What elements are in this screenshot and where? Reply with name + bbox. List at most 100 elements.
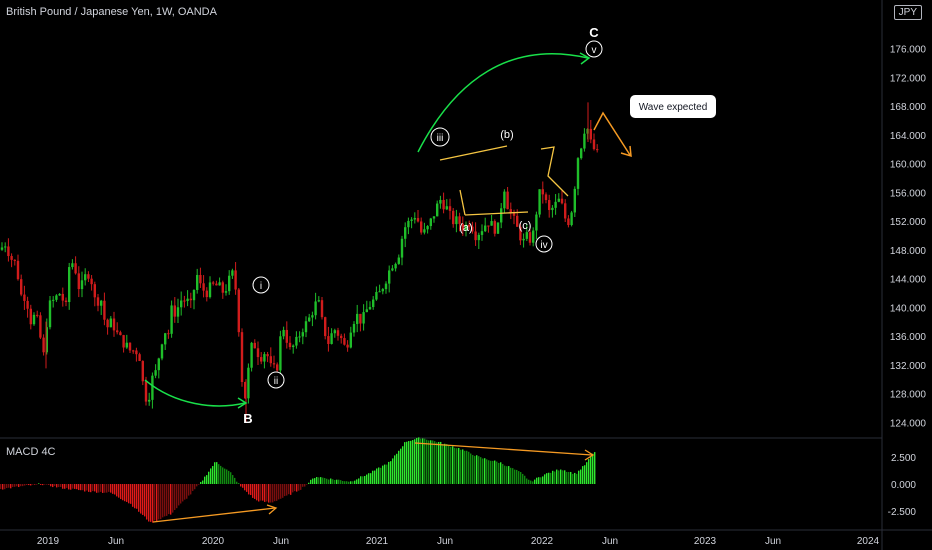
macd-divergence-top (414, 442, 593, 456)
macd-bar (462, 449, 464, 484)
macd-bar (362, 476, 364, 484)
macd-bar (92, 484, 94, 492)
macd-bar (292, 484, 294, 493)
macd-bar (86, 484, 88, 491)
macd-bar (152, 484, 154, 523)
candle-body (410, 219, 413, 221)
label-iv-circle (535, 235, 553, 253)
macd-bar (380, 467, 382, 484)
macd-bar (584, 465, 586, 484)
macd-bar (298, 484, 300, 491)
candle-body (375, 292, 378, 300)
macd-bar (500, 462, 502, 484)
macd-bar (32, 484, 34, 485)
macd-bar (78, 484, 80, 491)
macd-bar (586, 462, 588, 484)
label-C: C (589, 25, 599, 40)
candle-body (164, 333, 167, 345)
candle-body (272, 363, 276, 365)
macd-bar (396, 453, 398, 484)
macd-bar (240, 484, 242, 487)
macd-bar (60, 484, 62, 487)
macd-bar (8, 484, 10, 488)
candle-body (320, 300, 324, 318)
candle-body (525, 232, 528, 239)
candle-body (436, 203, 439, 217)
macd-bar (518, 471, 520, 484)
candle-body (336, 330, 340, 336)
macd-bar (192, 484, 194, 491)
label-B: B (243, 411, 252, 426)
macd-bar (464, 450, 466, 484)
macd-bar (342, 480, 344, 484)
macd-bar (90, 484, 92, 493)
candle-body (93, 284, 96, 298)
macd-bar (256, 484, 258, 501)
macd-bar (238, 483, 240, 484)
macd-bar (172, 484, 174, 513)
macd-bar (120, 484, 122, 500)
candle-body (16, 260, 20, 280)
candle-body (231, 270, 234, 276)
candle-body (484, 225, 487, 232)
macd-bar (392, 458, 394, 484)
macd-bar (310, 479, 312, 484)
candle-body (477, 234, 480, 241)
macd-bar (386, 464, 388, 484)
macd-bar (274, 484, 276, 502)
macd-bar (168, 484, 170, 515)
macd-bar (440, 441, 442, 484)
candle-body (448, 206, 452, 211)
candle-body (324, 317, 327, 337)
candle-body (100, 300, 103, 306)
candle-body (439, 199, 442, 204)
macd-bar (208, 471, 210, 484)
macd-bar (460, 449, 462, 484)
macd-bar (132, 484, 134, 507)
macd-bar (506, 466, 508, 484)
macd-bar (370, 473, 372, 484)
macd-bar (38, 483, 40, 484)
macd-tick-label: -2.500 (888, 507, 917, 518)
macd-bar (514, 469, 516, 484)
macd-bar (498, 462, 500, 484)
candle-body (180, 300, 183, 308)
candle-body (0, 247, 4, 250)
macd-bar (144, 484, 146, 517)
macd-bar (218, 464, 220, 484)
candle-body (317, 300, 320, 302)
candle-body (71, 263, 74, 268)
currency-badge[interactable]: JPY (893, 5, 922, 20)
candle-body (407, 220, 410, 228)
macd-bar (248, 484, 250, 495)
macd-bar (378, 467, 380, 484)
candle-body (480, 231, 484, 235)
candle-body (132, 350, 135, 352)
macd-bar (402, 446, 404, 484)
macd-bar (182, 484, 184, 502)
candle-body (368, 307, 372, 310)
macd-bar (252, 484, 254, 498)
candle-body (80, 280, 84, 290)
candle-body (250, 342, 253, 368)
macd-bar (340, 480, 342, 484)
candle-body (544, 194, 548, 201)
candle-body (176, 307, 180, 317)
macd-bar (572, 473, 574, 484)
candle-body (349, 332, 352, 348)
macd-bar (452, 446, 454, 484)
candle-body (52, 299, 55, 301)
candle-body (391, 268, 394, 271)
macd-bar (186, 484, 188, 499)
candle-body (173, 305, 176, 317)
macd-bar (254, 484, 256, 499)
macd-bar (508, 466, 510, 484)
macd-bar (84, 484, 86, 492)
macd-bar (304, 484, 306, 487)
macd-bar (112, 484, 114, 494)
macd-bar (390, 461, 392, 484)
macd-bar (436, 442, 438, 484)
candle-body (490, 221, 493, 226)
time-tick-label: 2019 (37, 536, 60, 547)
